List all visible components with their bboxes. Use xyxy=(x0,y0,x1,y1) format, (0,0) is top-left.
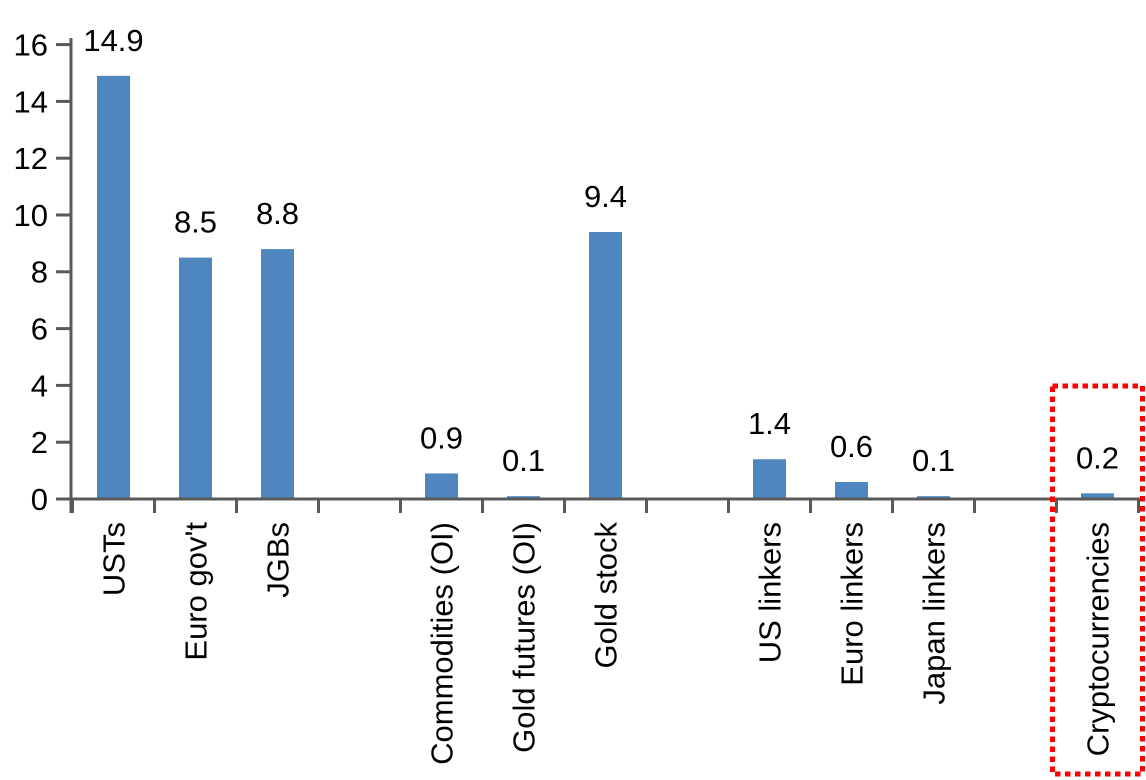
y-tick-label: 6 xyxy=(31,311,48,346)
bar xyxy=(425,473,458,499)
category-label: Commodities (OI) xyxy=(424,522,459,765)
bar xyxy=(261,249,294,499)
category-label: JGBs xyxy=(260,522,295,598)
bar-value-label: 14.9 xyxy=(83,23,143,58)
y-tick-label: 2 xyxy=(31,425,48,460)
category-label: Euro linkers xyxy=(834,522,869,686)
bar-value-label: 0.1 xyxy=(912,443,955,478)
bar-value-label: 1.4 xyxy=(748,406,791,441)
bar xyxy=(1081,493,1114,499)
category-label: Gold stock xyxy=(588,522,623,669)
category-label: Japan linkers xyxy=(916,522,951,705)
y-tick-label: 14 xyxy=(14,84,48,119)
bar-value-label: 8.8 xyxy=(256,196,299,231)
bar xyxy=(589,232,622,500)
bar xyxy=(97,75,130,499)
y-tick-label: 8 xyxy=(31,255,48,290)
category-label: US linkers xyxy=(752,522,787,663)
y-tick-label: 16 xyxy=(14,27,48,62)
y-tick-label: 4 xyxy=(31,368,48,403)
category-label: Euro gov't xyxy=(178,522,213,661)
bar-value-label: 8.5 xyxy=(174,205,217,240)
bar-value-label: 0.1 xyxy=(502,443,545,478)
highlight-box xyxy=(1050,383,1145,777)
bar xyxy=(179,257,212,499)
bar-value-label: 9.4 xyxy=(584,179,627,214)
category-label: Cryptocurrencies xyxy=(1080,522,1115,756)
y-tick-label: 12 xyxy=(14,141,48,176)
bar-value-label: 0.2 xyxy=(1076,440,1119,475)
bar xyxy=(753,459,786,499)
bar-value-label: 0.9 xyxy=(420,420,463,455)
category-label: USTs xyxy=(96,522,131,596)
y-tick-label: 0 xyxy=(31,482,48,517)
bar-value-label: 0.6 xyxy=(830,429,873,464)
category-label: Gold futures (OI) xyxy=(506,522,541,753)
bar xyxy=(835,481,868,499)
y-tick-label: 10 xyxy=(14,198,48,233)
